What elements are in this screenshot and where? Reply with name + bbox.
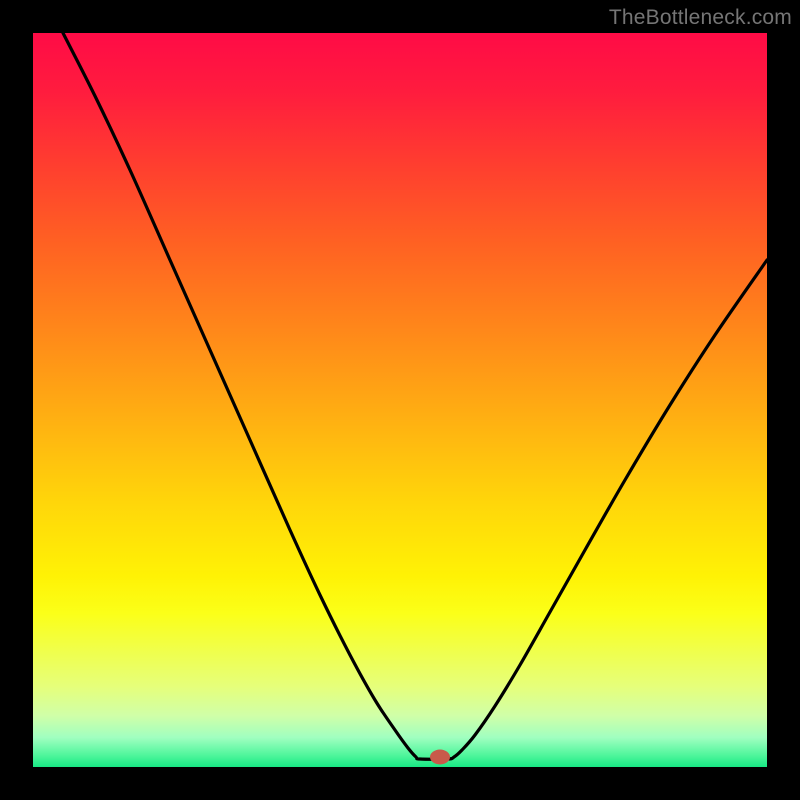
chart-container: TheBottleneck.com: [0, 0, 800, 800]
watermark-text: TheBottleneck.com: [609, 6, 792, 30]
bottleneck-chart: [0, 0, 800, 800]
plot-gradient-background: [33, 33, 767, 767]
optimal-point-marker: [430, 750, 450, 765]
